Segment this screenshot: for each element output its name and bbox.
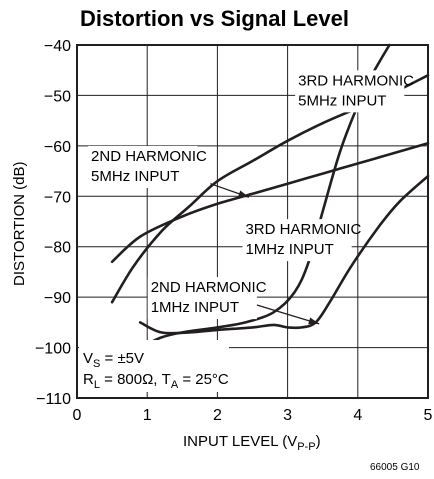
label-line: 1MHz INPUT xyxy=(245,241,333,258)
y-tick-label: −90 xyxy=(44,290,71,307)
x-tick-labels: 0 1 2 3 4 5 xyxy=(73,407,433,424)
x-tick-label: 0 xyxy=(73,407,82,424)
label-backdrop xyxy=(88,145,198,188)
label-backdrop xyxy=(242,219,352,262)
annotation-arrows xyxy=(210,183,320,325)
y-tick-label: −40 xyxy=(44,38,71,55)
y-tick-label: −110 xyxy=(36,391,71,408)
condition-load-temp: RL = 800Ω, TA = 25°C xyxy=(83,371,229,391)
arrow-head xyxy=(308,317,320,325)
label-backdrop xyxy=(295,70,405,113)
label-line: 3RD HARMONIC xyxy=(245,221,361,238)
series-labels: 3RD HARMONIC 5MHz INPUT 2ND HARMONIC 5MHz I… xyxy=(88,70,414,320)
y-tick-labels: −40 −50 −60 −70 −80 −90 −100 −110 xyxy=(35,38,71,408)
label-line: 2ND HARMONIC xyxy=(91,148,207,165)
x-axis-label: INPUT LEVEL (VP-P) xyxy=(183,433,321,453)
y-tick-label: −50 xyxy=(44,88,71,105)
series-line-2 xyxy=(110,142,430,264)
series-label-4: 2ND HARMONIC 1MHz INPUT xyxy=(147,277,267,320)
y-tick-label: −80 xyxy=(44,240,71,257)
y-tick-label: −100 xyxy=(35,341,71,358)
label-line: 3RD HARMONIC xyxy=(298,72,414,89)
label-line: 1MHz INPUT xyxy=(151,299,239,316)
series-label-1: 3RD HARMONIC 5MHz INPUT xyxy=(295,70,414,113)
label-line: 5MHz INPUT xyxy=(298,92,386,109)
x-tick-label: 1 xyxy=(143,407,152,424)
x-tick-label: 2 xyxy=(213,407,222,424)
series-label-3: 3RD HARMONIC 1MHz INPUT xyxy=(242,219,361,262)
label-backdrop xyxy=(147,277,257,320)
chart-title: Distortion vs Signal Level xyxy=(80,6,349,31)
label-line: 5MHz INPUT xyxy=(91,168,179,185)
series-line-4 xyxy=(138,174,430,335)
arrow-line xyxy=(255,304,320,325)
x-tick-label: 3 xyxy=(283,407,292,424)
y-tick-label: −60 xyxy=(44,139,71,156)
x-tick-label: 5 xyxy=(424,407,433,424)
x-tick-label: 4 xyxy=(353,407,362,424)
conditions-backdrop xyxy=(79,340,229,392)
label-line: 2ND HARMONIC xyxy=(151,279,267,296)
plot-frame xyxy=(76,44,429,399)
figure-code: 66005 G10 xyxy=(370,462,420,473)
series-label-2: 2ND HARMONIC 5MHz INPUT xyxy=(88,145,207,188)
y-axis-label: DISTORTION (dB) xyxy=(11,162,28,286)
condition-supply: VS = ±5V xyxy=(83,350,144,370)
arrow-head xyxy=(237,190,249,198)
y-tick-label: −70 xyxy=(44,189,71,206)
